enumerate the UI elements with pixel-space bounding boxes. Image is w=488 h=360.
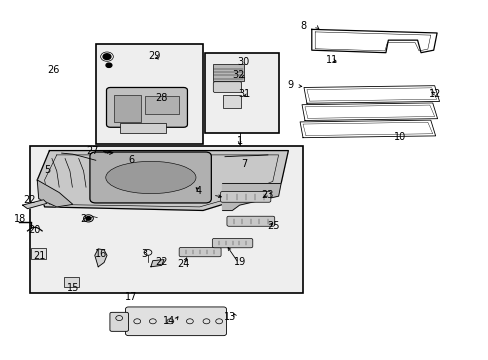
- Text: 13: 13: [224, 312, 236, 322]
- Polygon shape: [300, 120, 435, 138]
- Text: 4: 4: [195, 186, 201, 196]
- Polygon shape: [151, 260, 163, 267]
- Circle shape: [103, 54, 111, 59]
- Polygon shape: [302, 103, 437, 121]
- Bar: [31, 248, 45, 259]
- Polygon shape: [37, 150, 288, 211]
- Text: 6: 6: [128, 155, 134, 165]
- FancyBboxPatch shape: [226, 216, 274, 226]
- Bar: [96, 44, 203, 144]
- Polygon shape: [304, 86, 439, 103]
- Text: 22: 22: [23, 195, 36, 205]
- FancyBboxPatch shape: [106, 87, 187, 127]
- Polygon shape: [95, 249, 107, 267]
- Text: 1: 1: [236, 136, 242, 145]
- Polygon shape: [311, 30, 436, 53]
- Text: 15: 15: [66, 283, 79, 293]
- Bar: [114, 95, 141, 122]
- Text: 27: 27: [86, 146, 99, 156]
- Text: 12: 12: [427, 89, 440, 99]
- Bar: [30, 146, 303, 293]
- Text: 9: 9: [287, 80, 293, 90]
- Text: 11: 11: [325, 55, 338, 65]
- Circle shape: [106, 63, 112, 67]
- Bar: [212, 64, 244, 81]
- Text: 32: 32: [232, 70, 244, 80]
- Text: 8: 8: [299, 21, 305, 31]
- Text: 18: 18: [14, 215, 26, 224]
- Polygon shape: [37, 180, 73, 207]
- Bar: [64, 277, 79, 287]
- Text: 21: 21: [34, 251, 46, 261]
- Circle shape: [86, 217, 91, 220]
- Text: 26: 26: [47, 64, 60, 75]
- FancyBboxPatch shape: [212, 238, 252, 248]
- Polygon shape: [22, 200, 47, 209]
- Text: 23: 23: [261, 190, 274, 200]
- FancyBboxPatch shape: [90, 152, 211, 203]
- Text: 20: 20: [29, 225, 41, 235]
- FancyBboxPatch shape: [220, 192, 270, 202]
- Text: 2: 2: [81, 215, 86, 224]
- FancyBboxPatch shape: [179, 247, 221, 257]
- Text: 16: 16: [94, 248, 106, 258]
- Text: 10: 10: [394, 132, 406, 142]
- Text: 28: 28: [155, 93, 167, 103]
- Text: 30: 30: [237, 57, 249, 67]
- Text: 19: 19: [233, 257, 245, 267]
- Text: 25: 25: [267, 221, 280, 231]
- Bar: [222, 95, 241, 108]
- Polygon shape: [222, 184, 281, 211]
- FancyBboxPatch shape: [213, 82, 241, 93]
- Bar: [120, 123, 166, 133]
- Text: 7: 7: [241, 159, 247, 169]
- Text: 14: 14: [163, 316, 175, 325]
- Text: 5: 5: [44, 165, 50, 175]
- Text: 3: 3: [141, 248, 147, 258]
- Text: 29: 29: [148, 51, 160, 61]
- Text: 31: 31: [238, 89, 250, 99]
- FancyBboxPatch shape: [110, 312, 128, 331]
- Text: 17: 17: [125, 292, 137, 302]
- Ellipse shape: [105, 161, 196, 194]
- Text: 22: 22: [155, 257, 167, 267]
- Bar: [204, 53, 278, 134]
- Bar: [144, 96, 178, 114]
- Text: 24: 24: [177, 259, 189, 269]
- FancyBboxPatch shape: [125, 307, 226, 336]
